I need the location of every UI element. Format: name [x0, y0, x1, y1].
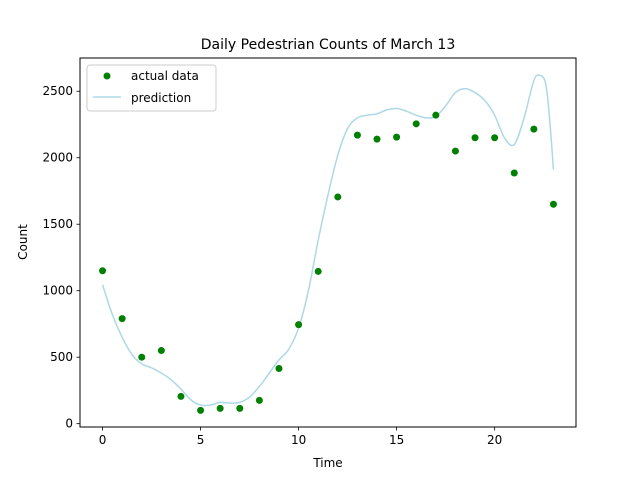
data-point [295, 321, 303, 329]
data-point [491, 134, 499, 142]
data-point [530, 125, 538, 133]
data-point [510, 169, 518, 177]
data-point [118, 315, 126, 323]
y-tick-label: 500 [50, 350, 73, 364]
data-point [314, 267, 322, 275]
legend-label-actual-data: actual data [131, 69, 199, 83]
x-tick-label: 15 [389, 433, 404, 447]
y-tick-label: 2500 [42, 84, 73, 98]
y-tick-label: 1000 [42, 284, 73, 298]
x-tick-label: 20 [487, 433, 502, 447]
prediction-line [101, 74, 555, 407]
legend-box [86, 64, 217, 112]
data-point [275, 364, 283, 372]
y-axis: 0 500 1000 1500 2000 2500 [42, 84, 80, 431]
x-tick-label: 0 [99, 433, 107, 447]
plot-area [80, 58, 576, 427]
data-point [393, 133, 401, 141]
data-point [373, 135, 381, 143]
prediction-series [101, 74, 555, 407]
data-point [255, 396, 263, 404]
data-point [138, 353, 146, 361]
x-tick-label: 5 [197, 433, 205, 447]
data-point [177, 392, 185, 400]
y-axis-label: Count [16, 224, 30, 260]
data-point [353, 131, 361, 139]
x-axis: 0 5 10 15 20 [99, 427, 502, 447]
data-point [99, 267, 107, 275]
legend-marker-actual-data [103, 72, 111, 80]
data-point [157, 347, 165, 355]
data-point [412, 120, 420, 128]
data-point [549, 200, 557, 208]
legend: actual data prediction [86, 64, 217, 112]
x-axis-label: Time [312, 456, 342, 470]
x-tick-label: 10 [291, 433, 306, 447]
actual-data-series [99, 111, 557, 414]
chart-title: Daily Pedestrian Counts of March 13 [201, 37, 455, 53]
legend-label-prediction: prediction [131, 91, 191, 105]
plot-frame [79, 57, 577, 428]
data-point [334, 193, 342, 201]
data-point [216, 404, 224, 412]
data-point [471, 134, 479, 142]
y-tick-label: 1500 [42, 217, 73, 231]
y-tick-label: 2000 [42, 151, 73, 165]
data-point [236, 404, 244, 412]
y-tick-label: 0 [65, 417, 73, 431]
data-point [451, 147, 459, 155]
data-point [197, 406, 205, 414]
data-point [432, 111, 440, 119]
